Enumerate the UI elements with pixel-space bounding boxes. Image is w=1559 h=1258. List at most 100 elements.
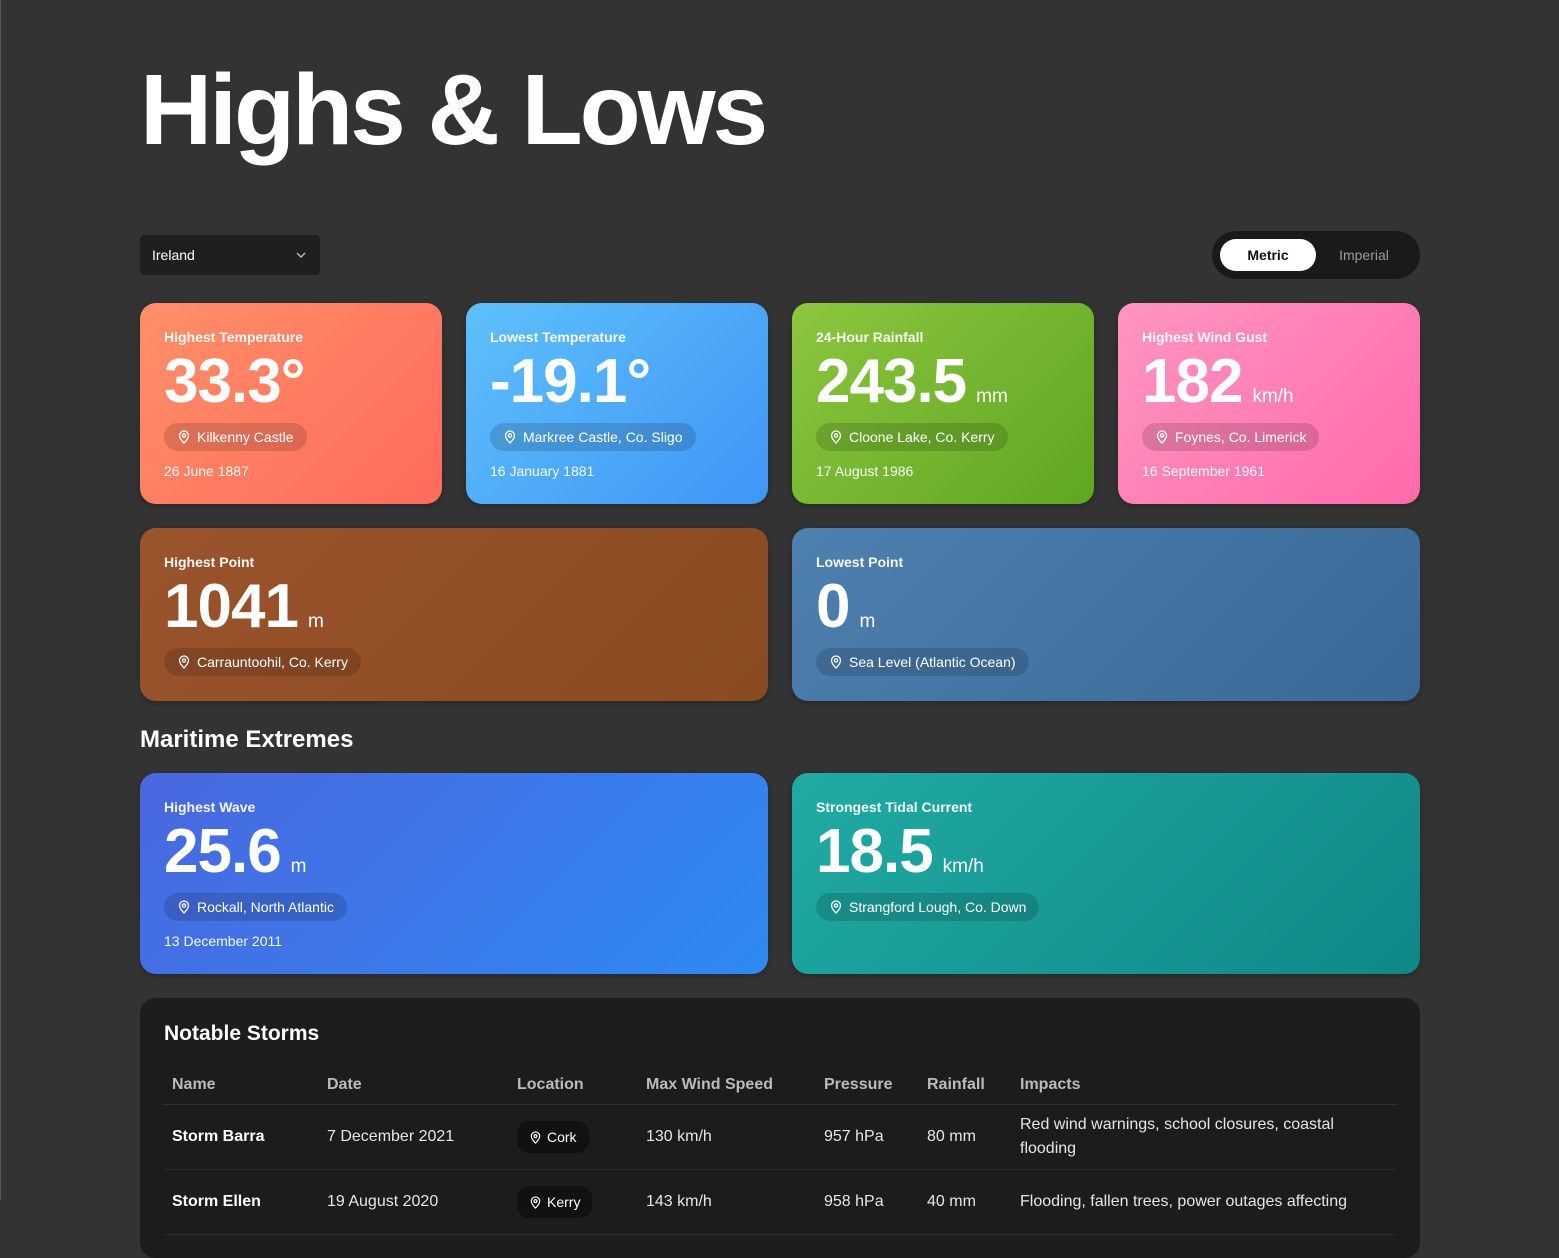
location-text: Kerry: [547, 1194, 581, 1210]
record-card-wind-gust: Highest Wind Gust 182 km/h Foynes, Co. Li…: [1118, 303, 1420, 504]
location-badge: Markree Castle, Co. Sligo: [490, 423, 696, 451]
storm-name: Storm Barra: [164, 1104, 319, 1170]
units-option-metric[interactable]: Metric: [1220, 239, 1316, 271]
record-value: 1041: [164, 572, 299, 641]
location-text: Kilkenny Castle: [197, 429, 294, 445]
location-badge: Kilkenny Castle: [164, 423, 307, 451]
location-text: Sea Level (Atlantic Ocean): [849, 654, 1016, 670]
record-label: Highest Temperature: [164, 329, 303, 345]
column-header-max-wind-speed: Max Wind Speed: [638, 1066, 816, 1105]
record-value: 25.6: [164, 817, 282, 886]
storm-rainfall: 40 mm: [919, 1169, 1012, 1235]
record-date: 16 January 1881: [490, 463, 595, 479]
location-badge: Sea Level (Atlantic Ocean): [816, 648, 1029, 676]
record-value: 18.5: [816, 817, 934, 886]
map-pin-icon: [530, 1195, 541, 1209]
record-card-highest-wave: Highest Wave 25.6 m Rockall, North Atlant…: [140, 773, 768, 974]
record-unit: m: [859, 611, 876, 632]
record-label: Lowest Point: [816, 554, 904, 570]
storm-pressure: 957 hPa: [816, 1104, 919, 1170]
region-select[interactable]: Ireland: [140, 235, 320, 275]
map-pin-icon: [830, 430, 842, 444]
column-header-rainfall: Rainfall: [919, 1066, 1012, 1105]
chevron-down-icon: [296, 252, 306, 258]
map-pin-icon: [178, 655, 190, 669]
record-date: 17 August 1986: [816, 463, 914, 479]
map-pin-icon: [178, 430, 190, 444]
table-header-row: Name Date Location Max Wind Speed Pressu…: [164, 1066, 1396, 1105]
units-option-imperial[interactable]: Imperial: [1339, 247, 1389, 263]
record-date: 13 December 2011: [164, 933, 283, 949]
map-pin-icon: [178, 900, 190, 914]
storm-impacts: Flooding, fallen trees, power outages af…: [1012, 1169, 1396, 1235]
column-header-impacts: Impacts: [1012, 1066, 1396, 1105]
column-header-date: Date: [319, 1066, 509, 1105]
record-value: 0: [816, 572, 850, 641]
location-text: Carrauntoohil, Co. Kerry: [197, 654, 348, 670]
record-date: 26 June 1887: [164, 463, 249, 479]
record-card-highest-temperature: Highest Temperature 33.3° Kilkenny Castl…: [140, 303, 442, 504]
map-pin-icon: [530, 1130, 541, 1144]
region-select-value: Ireland: [152, 247, 195, 263]
table-row: Storm Ellen 19 August 2020 Kerry 143 km/…: [164, 1169, 1396, 1235]
record-value: -19.1°: [490, 347, 651, 416]
record-unit: km/h: [1252, 386, 1294, 407]
storm-rainfall: 80 mm: [919, 1104, 1012, 1170]
record-unit: mm: [976, 386, 1008, 407]
storm-wind: 143 km/h: [638, 1169, 816, 1235]
record-label: Strongest Tidal Current: [816, 799, 973, 815]
location-badge: Carrauntoohil, Co. Kerry: [164, 648, 361, 676]
storm-wind: 130 km/h: [638, 1104, 816, 1170]
location-text: Cloone Lake, Co. Kerry: [849, 429, 995, 445]
column-header-name: Name: [164, 1066, 319, 1105]
column-header-location: Location: [509, 1066, 638, 1105]
location-text: Foynes, Co. Limerick: [1175, 429, 1307, 445]
record-label: Highest Wave: [164, 799, 256, 815]
storm-impacts: Red wind warnings, school closures, coas…: [1012, 1104, 1396, 1170]
map-pin-icon: [504, 430, 516, 444]
location-badge: Strangford Lough, Co. Down: [816, 893, 1040, 921]
notable-storms-panel: Notable Storms Name Date Location Max Wi…: [140, 998, 1420, 1258]
record-card-highest-point: Highest Point 1041 m Carrauntoohil, Co. K…: [140, 528, 768, 701]
record-label: Highest Point: [164, 554, 255, 570]
location-badge: Kerry: [517, 1186, 593, 1218]
location-badge: Rockall, North Atlantic: [164, 893, 347, 921]
record-label: Lowest Temperature: [490, 329, 626, 345]
record-value: 182: [1142, 347, 1243, 416]
location-text: Strangford Lough, Co. Down: [849, 899, 1027, 915]
location-text: Rockall, North Atlantic: [197, 899, 334, 915]
storm-location-cell: Kerry: [509, 1169, 638, 1235]
record-value: 33.3°: [164, 347, 305, 416]
storms-table: Name Date Location Max Wind Speed Pressu…: [164, 1066, 1396, 1235]
map-pin-icon: [830, 655, 842, 669]
storm-date: 7 December 2021: [319, 1104, 509, 1170]
column-header-pressure: Pressure: [816, 1066, 919, 1105]
record-unit: m: [290, 856, 307, 877]
map-pin-icon: [830, 900, 842, 914]
record-date: 16 September 1961: [1142, 463, 1265, 479]
location-badge: Cork: [517, 1121, 589, 1153]
storms-heading: Notable Storms: [164, 1022, 320, 1045]
page-title: Highs & Lows: [140, 54, 768, 166]
record-label: 24-Hour Rainfall: [816, 329, 924, 345]
location-badge: Foynes, Co. Limerick: [1142, 423, 1320, 451]
window-edge: [0, 0, 1, 1200]
map-pin-icon: [1156, 430, 1168, 444]
storm-name: Storm Ellen: [164, 1169, 319, 1235]
units-toggle: Metric Imperial: [1212, 231, 1420, 279]
location-text: Markree Castle, Co. Sligo: [523, 429, 683, 445]
storm-pressure: 958 hPa: [816, 1169, 919, 1235]
record-value: 243.5: [816, 347, 967, 416]
location-text: Cork: [547, 1129, 577, 1145]
record-card-rainfall: 24-Hour Rainfall 243.5 mm Cloone Lake, Co…: [792, 303, 1094, 504]
storm-date: 19 August 2020: [319, 1169, 509, 1235]
record-label: Highest Wind Gust: [1142, 329, 1268, 345]
record-card-tidal-current: Strongest Tidal Current 18.5 km/h Strangf…: [792, 773, 1420, 974]
record-unit: km/h: [942, 856, 984, 877]
record-card-lowest-temperature: Lowest Temperature -19.1° Markree Castle…: [466, 303, 768, 504]
storm-location-cell: Cork: [509, 1104, 638, 1170]
location-badge: Cloone Lake, Co. Kerry: [816, 423, 1008, 451]
record-unit: m: [307, 611, 324, 632]
table-row: Storm Barra 7 December 2021 Cork 130 km/…: [164, 1104, 1396, 1170]
